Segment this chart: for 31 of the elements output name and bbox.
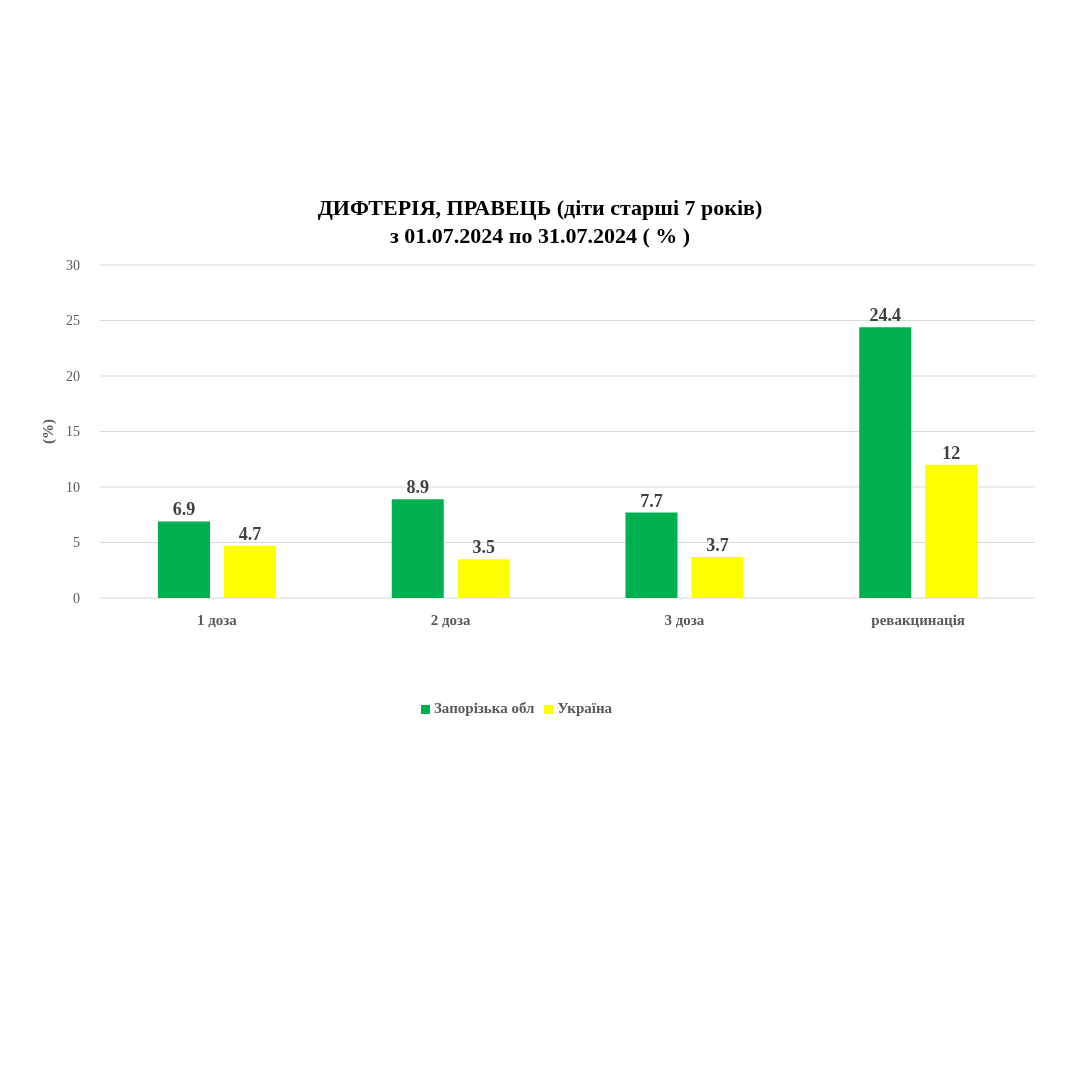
chart-title: ДИФТЕРІЯ, ПРАВЕЦЬ (діти старші 7 років) з 01.07.2024 по 31.07.2024 ( % ) <box>316 194 764 250</box>
y-tick-label: 10 <box>66 479 80 495</box>
y-tick-label: 15 <box>66 424 80 440</box>
x-tick-label: 2 доза <box>430 611 472 628</box>
bar <box>224 545 276 598</box>
y-tick-label: 25 <box>66 313 80 329</box>
bar <box>158 521 210 598</box>
data-label: 7.7 <box>640 490 663 511</box>
legend-label: Запорізька обл <box>433 700 535 716</box>
bar <box>925 464 978 598</box>
bar <box>457 559 510 598</box>
y-tick-label: 0 <box>73 590 80 606</box>
data-label: 24.4 <box>869 305 901 326</box>
y-tick-label: 5 <box>73 535 80 551</box>
bar <box>625 512 678 598</box>
bar <box>859 327 912 598</box>
y-axis-title: (%) <box>40 419 58 444</box>
bar <box>691 556 744 598</box>
y-tick-label: 20 <box>66 368 80 384</box>
y-tick-label: 30 <box>66 257 80 273</box>
data-label: 4.7 <box>238 523 262 544</box>
data-label: 12 <box>942 442 961 463</box>
x-tick-label: 1 доза <box>196 611 238 628</box>
data-label: 8.9 <box>406 477 429 498</box>
x-tick-label: 3 доза <box>664 611 705 628</box>
data-label: 3.7 <box>706 534 729 555</box>
data-label: 6.9 <box>172 499 196 520</box>
x-tick-label: ревакцинація <box>871 611 965 628</box>
bar <box>391 499 444 598</box>
legend-label: Україна <box>557 700 613 716</box>
data-label: 3.5 <box>472 537 495 558</box>
